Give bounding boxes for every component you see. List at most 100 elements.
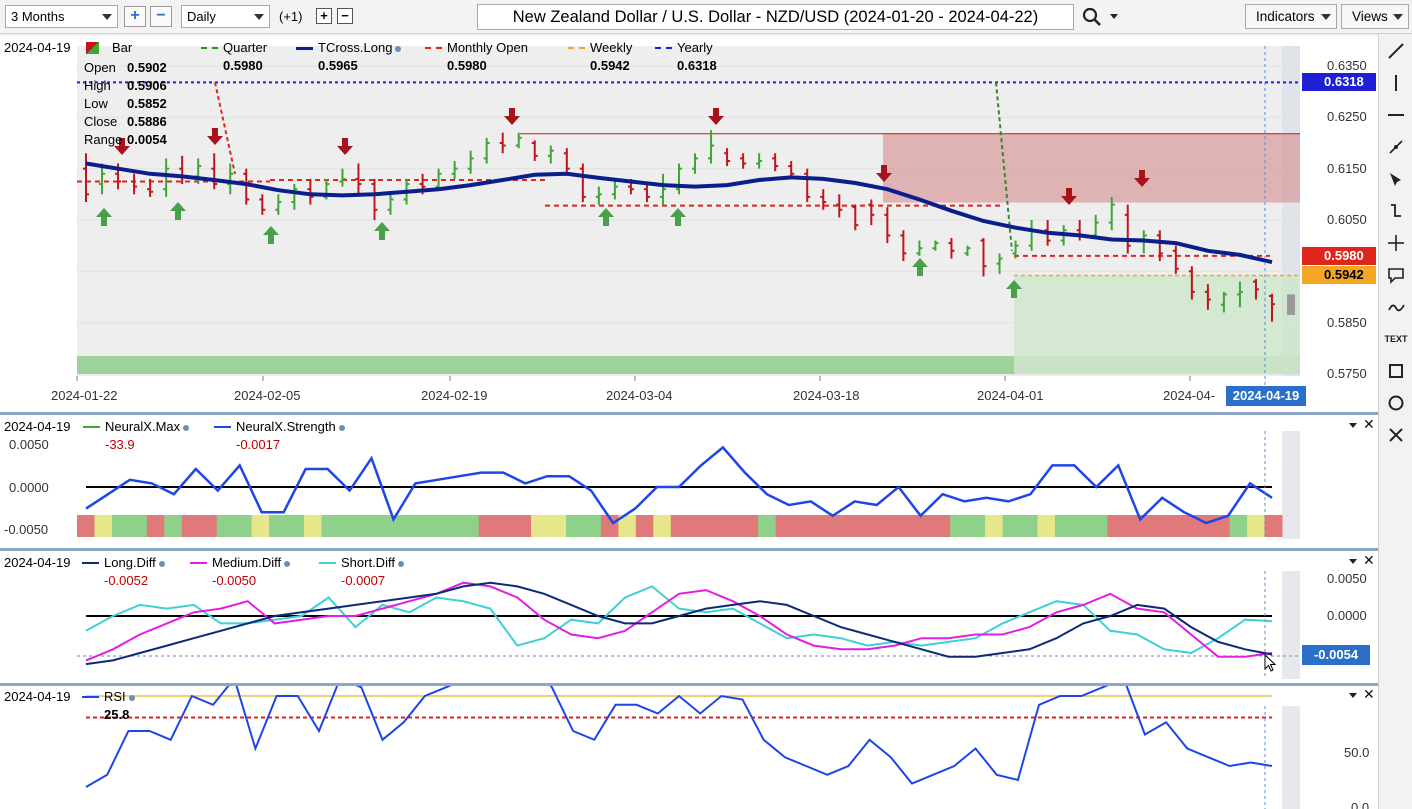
neural-chart[interactable] bbox=[0, 415, 1378, 548]
rectangle-tool-icon[interactable] bbox=[1383, 358, 1409, 384]
diff-cursor-value: -0.0054 bbox=[1302, 645, 1370, 665]
y-tick-label: 0.6050 bbox=[1327, 212, 1367, 227]
current-bar-strip bbox=[1282, 706, 1300, 809]
comment-tool-icon[interactable] bbox=[1383, 262, 1409, 288]
ohlc-value: 0.5886 bbox=[127, 114, 167, 129]
x-tick-label: 2024-03-18 bbox=[793, 388, 860, 403]
neural-max-band bbox=[1177, 515, 1196, 537]
x-tick-label: 2024-02-19 bbox=[421, 388, 488, 403]
neural-strength-line bbox=[85, 445, 1273, 525]
rsi-chart[interactable] bbox=[0, 686, 1378, 809]
neural-panel[interactable]: 2024-04-19 NeuralX.Max -33.9 NeuralX.Stren… bbox=[0, 415, 1378, 548]
ohlc-value: 0.5852 bbox=[127, 96, 167, 111]
panel-separator[interactable] bbox=[0, 683, 1378, 686]
y-tick-label: 0.5750 bbox=[1327, 366, 1367, 381]
horizontal-line-tool-icon[interactable] bbox=[1383, 102, 1409, 128]
legend-name: RSI bbox=[104, 689, 135, 704]
neural-max-band bbox=[1159, 515, 1178, 537]
close-panel-icon[interactable]: ✕ bbox=[1363, 686, 1375, 702]
delete-drawings-icon[interactable] bbox=[1383, 422, 1409, 448]
legend-settings-dot[interactable] bbox=[395, 45, 402, 52]
panel-separator[interactable] bbox=[0, 548, 1378, 551]
legend-settings-dot[interactable] bbox=[338, 424, 345, 431]
search-options-chevron-icon[interactable] bbox=[1110, 14, 1118, 19]
current-bar-strip bbox=[1282, 571, 1300, 679]
legend-settings-dot[interactable] bbox=[284, 560, 291, 567]
medium-diff-line bbox=[85, 581, 1273, 662]
neural-max-band bbox=[548, 515, 567, 537]
instrument-title[interactable]: New Zealand Dollar / U.S. Dollar - NZD/U… bbox=[477, 4, 1074, 30]
demand-zone bbox=[1014, 275, 1300, 374]
step-line-tool-icon[interactable] bbox=[1383, 198, 1409, 224]
current-bar-strip bbox=[1282, 431, 1300, 539]
legend-settings-dot[interactable] bbox=[183, 424, 190, 431]
buy-signal-arrow bbox=[1006, 280, 1022, 298]
panel-separator[interactable] bbox=[0, 412, 1378, 415]
mouse-cursor-icon bbox=[1264, 654, 1277, 672]
views-button[interactable]: Views bbox=[1341, 4, 1409, 29]
search-icon[interactable] bbox=[1082, 7, 1102, 27]
indicators-button[interactable]: Indicators bbox=[1245, 4, 1337, 29]
legend-swatch bbox=[568, 47, 585, 49]
demand-zone-bottom bbox=[77, 356, 1300, 374]
text-tool-icon[interactable]: TEXT bbox=[1384, 334, 1408, 344]
buy-signal-arrow bbox=[912, 258, 928, 276]
sell-signal-arrow bbox=[504, 108, 520, 125]
legend-swatch bbox=[214, 426, 231, 428]
vertical-line-tool-icon[interactable] bbox=[1383, 70, 1409, 96]
rsi-date: 2024-04-19 bbox=[4, 689, 71, 704]
legend-settings-dot[interactable] bbox=[128, 694, 135, 701]
neural-max-band bbox=[321, 515, 340, 537]
neural-max-band bbox=[443, 515, 462, 537]
neural-max-band bbox=[1054, 515, 1073, 537]
legend-value: 0.5980 bbox=[447, 58, 487, 73]
offset-plus-button[interactable]: + bbox=[316, 8, 332, 24]
quarter-line-prev bbox=[214, 82, 236, 175]
close-panel-icon[interactable]: ✕ bbox=[1363, 552, 1375, 568]
neural-max-band bbox=[513, 515, 532, 537]
price-panel[interactable]: 2024-04-19 Open 0.5902 High 0.5906 Low 0.5852… bbox=[0, 36, 1378, 412]
range-dropdown[interactable]: 3 Months bbox=[5, 5, 118, 28]
legend-value: 0.5965 bbox=[318, 58, 358, 73]
price-chart[interactable] bbox=[0, 36, 1378, 412]
neural-max-band bbox=[234, 515, 253, 537]
close-panel-icon[interactable]: ✕ bbox=[1363, 416, 1375, 432]
legend-swatch bbox=[296, 47, 313, 50]
panel-menu-chevron-icon[interactable] bbox=[1349, 693, 1357, 698]
legend-name: TCross.Long bbox=[318, 40, 402, 55]
zoom-out-button[interactable]: − bbox=[150, 6, 172, 27]
offset-minus-button[interactable]: − bbox=[337, 8, 353, 24]
neural-max-band bbox=[77, 515, 95, 537]
ray-tool-icon[interactable] bbox=[1383, 134, 1409, 160]
neural-max-band bbox=[181, 515, 200, 537]
ohlc-value: 0.5906 bbox=[127, 78, 167, 93]
panel-menu-chevron-icon[interactable] bbox=[1349, 559, 1357, 564]
ellipse-tool-icon[interactable] bbox=[1383, 390, 1409, 416]
legend-swatch bbox=[201, 47, 218, 49]
trendline-tool-icon[interactable] bbox=[1383, 38, 1409, 64]
rsi-panel[interactable]: 2024-04-19 RSI 25.8 50.0 0.0 ✕ bbox=[0, 686, 1378, 809]
legend-settings-dot[interactable] bbox=[158, 560, 165, 567]
legend-value: -0.0017 bbox=[236, 437, 281, 452]
zoom-in-button[interactable]: + bbox=[124, 6, 146, 27]
buy-signal-arrow bbox=[374, 222, 390, 240]
chevron-down-icon bbox=[1393, 14, 1403, 20]
sell-signal-arrow bbox=[708, 108, 724, 125]
views-label: Views bbox=[1352, 9, 1388, 24]
diff-panel[interactable]: 2024-04-19 Long.Diff -0.0052 Medium.Diff -0… bbox=[0, 551, 1378, 683]
crosshair-tool-icon[interactable] bbox=[1383, 230, 1409, 256]
price-tag: 0.5980 bbox=[1302, 246, 1376, 265]
legend-settings-dot[interactable] bbox=[397, 560, 404, 567]
y-tick-label: 0.6150 bbox=[1327, 160, 1367, 176]
pen-tool-icon[interactable] bbox=[1383, 166, 1409, 192]
curve-tool-icon[interactable] bbox=[1383, 294, 1409, 320]
panel-menu-chevron-icon[interactable] bbox=[1349, 423, 1357, 428]
x-tick-label: 2024-03-04 bbox=[606, 388, 673, 403]
price-tag: 0.6318 bbox=[1302, 73, 1376, 92]
price-date: 2024-04-19 bbox=[4, 40, 71, 55]
period-dropdown[interactable]: Daily bbox=[181, 5, 270, 28]
neural-max-band bbox=[827, 515, 846, 537]
neural-max-band bbox=[496, 515, 515, 537]
diff-chart[interactable] bbox=[0, 551, 1378, 683]
chevron-down-icon bbox=[254, 14, 264, 20]
